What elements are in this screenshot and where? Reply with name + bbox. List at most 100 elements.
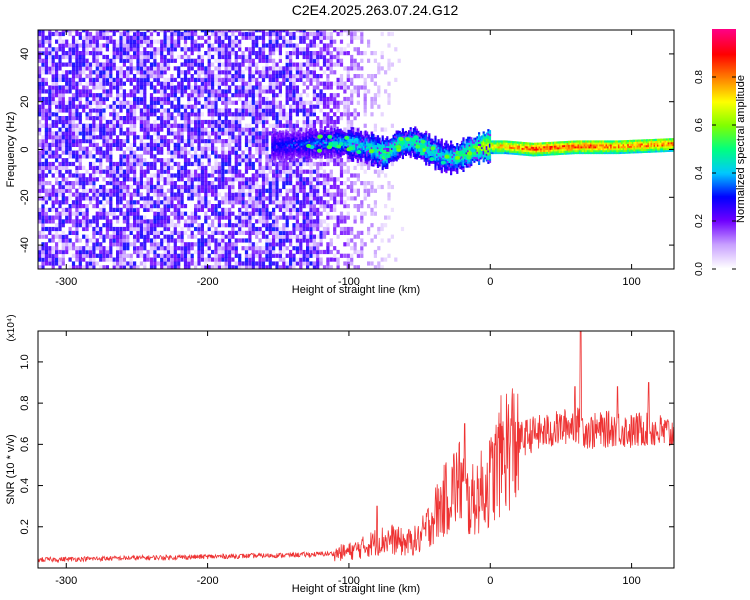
heatmap-cell	[126, 253, 130, 258]
heatmap-cell	[255, 261, 259, 266]
heatmap-cell	[234, 51, 238, 56]
heatmap-cell	[133, 211, 137, 216]
heatmap-cell	[65, 70, 69, 75]
heatmap-cell	[65, 135, 69, 140]
heatmap-cell	[316, 181, 320, 186]
heatmap-cell	[292, 169, 296, 174]
heatmap-cell	[234, 58, 238, 63]
heatmap-cell	[292, 51, 296, 56]
heatmap-cell	[326, 112, 330, 117]
heatmap-cell	[102, 30, 106, 33]
heatmap-cell	[234, 108, 238, 113]
heatmap-cell	[360, 230, 364, 235]
heatmap-cell	[211, 188, 215, 193]
heatmap-cell	[279, 136, 282, 139]
heatmap-cell	[133, 150, 137, 155]
heatmap-cell	[160, 119, 164, 125]
heatmap-cell	[75, 181, 79, 186]
heatmap-cell	[180, 196, 184, 201]
heatmap-cell	[312, 261, 316, 266]
heatmap-cell	[204, 146, 208, 151]
heatmap-cell	[183, 39, 188, 44]
heatmap-cell	[38, 104, 42, 109]
heatmap-cell	[126, 246, 130, 251]
heatmap-cell	[68, 54, 72, 60]
heatmap-cell	[133, 242, 137, 247]
heatmap-cell	[279, 132, 282, 135]
heatmap-cell	[373, 200, 377, 205]
heatmap-cell	[61, 188, 65, 193]
heatmap-cell	[170, 165, 174, 170]
heatmap-cell	[261, 169, 266, 174]
heatmap-cell	[187, 150, 191, 155]
heatmap-cell	[329, 196, 333, 201]
heatmap-cell	[180, 93, 184, 98]
heatmap-cell	[126, 169, 130, 174]
heatmap-cell	[102, 249, 106, 255]
heatmap-cell	[271, 138, 274, 141]
heatmap-cell	[244, 204, 249, 209]
heatmap-cell	[139, 43, 143, 48]
heatmap-cell	[289, 137, 293, 140]
heatmap-cell	[255, 246, 259, 251]
heatmap-cell	[61, 253, 65, 258]
heatmap-cell	[231, 93, 235, 98]
heatmap-cell	[258, 215, 262, 220]
heatmap-cell	[126, 211, 130, 216]
heatmap-cell	[95, 30, 99, 33]
heatmap-cell	[296, 143, 299, 146]
heatmap-cell	[272, 112, 276, 117]
heatmap-cell	[297, 130, 300, 133]
heatmap-cell	[350, 123, 354, 128]
heatmap-cell	[109, 246, 113, 251]
heatmap-cell	[296, 141, 299, 144]
heatmap-cell	[129, 66, 133, 71]
heatmap-cell	[211, 230, 215, 235]
heatmap-cell	[204, 238, 208, 243]
heatmap-cell	[61, 39, 65, 44]
heatmap-cell	[309, 226, 313, 232]
heatmap-cell	[143, 77, 147, 82]
heatmap-cell	[278, 204, 282, 209]
heatmap-cell	[82, 223, 86, 228]
heatmap-cell	[228, 158, 232, 163]
heatmap-cell	[282, 123, 286, 128]
heatmap-cell	[44, 112, 48, 117]
heatmap-cell	[231, 123, 235, 128]
heatmap-cell	[217, 93, 221, 98]
heatmap-cell	[251, 211, 255, 216]
heatmap-cell	[275, 66, 279, 71]
heatmap-cell	[211, 123, 215, 128]
heatmap-cell	[309, 81, 313, 86]
heatmap-cell	[244, 165, 249, 170]
heatmap-cell	[166, 81, 171, 86]
heatmap-cell	[146, 35, 150, 40]
heatmap-cell	[316, 249, 320, 255]
heatmap-cell	[268, 181, 272, 186]
heatmap-cell	[55, 89, 59, 94]
heatmap-cell	[326, 116, 330, 121]
heatmap-cell	[302, 158, 306, 163]
heatmap-cell	[126, 74, 130, 79]
heatmap-cell	[214, 242, 218, 247]
heatmap-cell	[268, 58, 272, 63]
heatmap-cell	[238, 196, 242, 201]
heatmap-cell	[41, 108, 45, 113]
heatmap-cell	[78, 173, 82, 178]
heatmap-cell	[122, 35, 126, 40]
heatmap-cell	[258, 265, 262, 269]
heatmap-cell	[82, 77, 86, 82]
heatmap-cell	[329, 265, 333, 269]
heatmap-cell	[183, 211, 188, 216]
heatmap-cell	[303, 154, 306, 157]
heatmap-cell	[61, 261, 65, 266]
heatmap-cell	[316, 223, 320, 228]
heatmap-cell	[163, 31, 167, 37]
heatmap-cell	[99, 253, 103, 258]
heatmap-cell	[119, 81, 123, 86]
heatmap-cell	[204, 188, 208, 193]
heatmap-cell	[78, 43, 82, 48]
heatmap-cell	[38, 177, 42, 182]
heatmap-cell	[294, 149, 297, 152]
heatmap-cell	[143, 230, 147, 235]
